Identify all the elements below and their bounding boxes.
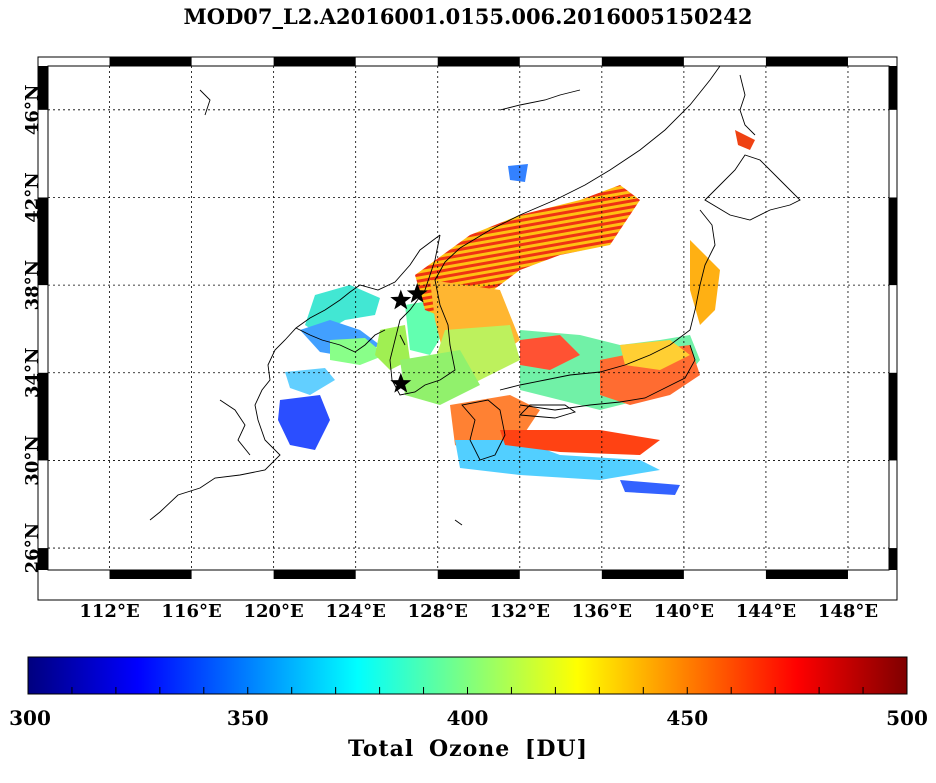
frame-bar-bottom [437, 570, 520, 579]
lat-tick-label: 34°N [22, 348, 43, 399]
colorbar-tick-label: 400 [447, 706, 489, 730]
lat-tick-label: 30°N [22, 435, 43, 486]
frame-bar-bottom [601, 570, 684, 579]
coastlines [149, 66, 801, 526]
ozone-swaths [278, 130, 755, 495]
colorbar-ticks [71, 687, 864, 694]
lon-tick-label: 140°E [654, 601, 714, 622]
longitude-labels: 112°E 116°E 120°E 124°E 128°E 132°E 136°E 140°E… [79, 601, 878, 622]
lon-tick-label: 116°E [161, 601, 221, 622]
lon-tick-label: 148°E [818, 601, 878, 622]
lon-tick-label: 124°E [326, 601, 386, 622]
frame-bar-bottom [765, 570, 848, 579]
frame-bar-right [889, 372, 897, 461]
station-star-icon [390, 289, 412, 310]
frame-bar-right [889, 197, 897, 286]
frame-bar-top [273, 57, 356, 66]
frame-bar-top [601, 57, 684, 66]
colorbar-tick-label: 500 [886, 706, 928, 730]
colorbar-tick-label: 300 [9, 706, 51, 730]
colorbar-tick-label: 350 [227, 706, 269, 730]
frame-bar-top [109, 57, 192, 66]
frame-bar-right [889, 66, 897, 110]
lat-tick-label: 38°N [22, 260, 43, 311]
frame-bar-left [38, 197, 48, 286]
station-star-icon [390, 372, 412, 393]
frame-bar-top [765, 57, 848, 66]
map-title: MOD07_L2.A2016001.0155.006.2016005150242 [183, 4, 753, 29]
colorbar-tick-label: 450 [666, 706, 708, 730]
frame-bar-left [38, 372, 48, 461]
lon-tick-label: 112°E [79, 601, 139, 622]
frame-bar-left [38, 548, 48, 570]
colorbar-tick-labels: 300 350 400 450 500 [9, 706, 928, 730]
lat-tick-label: 42°N [22, 172, 43, 223]
lon-tick-label: 128°E [408, 601, 468, 622]
frame-bar-right [889, 548, 897, 570]
lon-tick-label: 144°E [736, 601, 796, 622]
colorbar-label: Total Ozone [DU] [347, 736, 589, 762]
frame-bar-bottom [273, 570, 356, 579]
lat-tick-label: 46°N [22, 85, 43, 136]
lon-tick-label: 120°E [243, 601, 303, 622]
frame-bar-bottom [109, 570, 192, 579]
lat-tick-label: 26°N [22, 523, 43, 574]
frame-bar-left [38, 66, 48, 110]
station-markers [390, 282, 428, 393]
frame-bar-top [437, 57, 520, 66]
colorbar: 300 350 400 450 500 [9, 656, 928, 730]
lon-tick-label: 136°E [572, 601, 632, 622]
graticule [48, 66, 889, 570]
station-star-icon [406, 282, 428, 303]
lon-tick-label: 132°E [490, 601, 550, 622]
latitude-labels: 26°N 30°N 34°N 38°N 42°N 46°N [22, 85, 43, 574]
